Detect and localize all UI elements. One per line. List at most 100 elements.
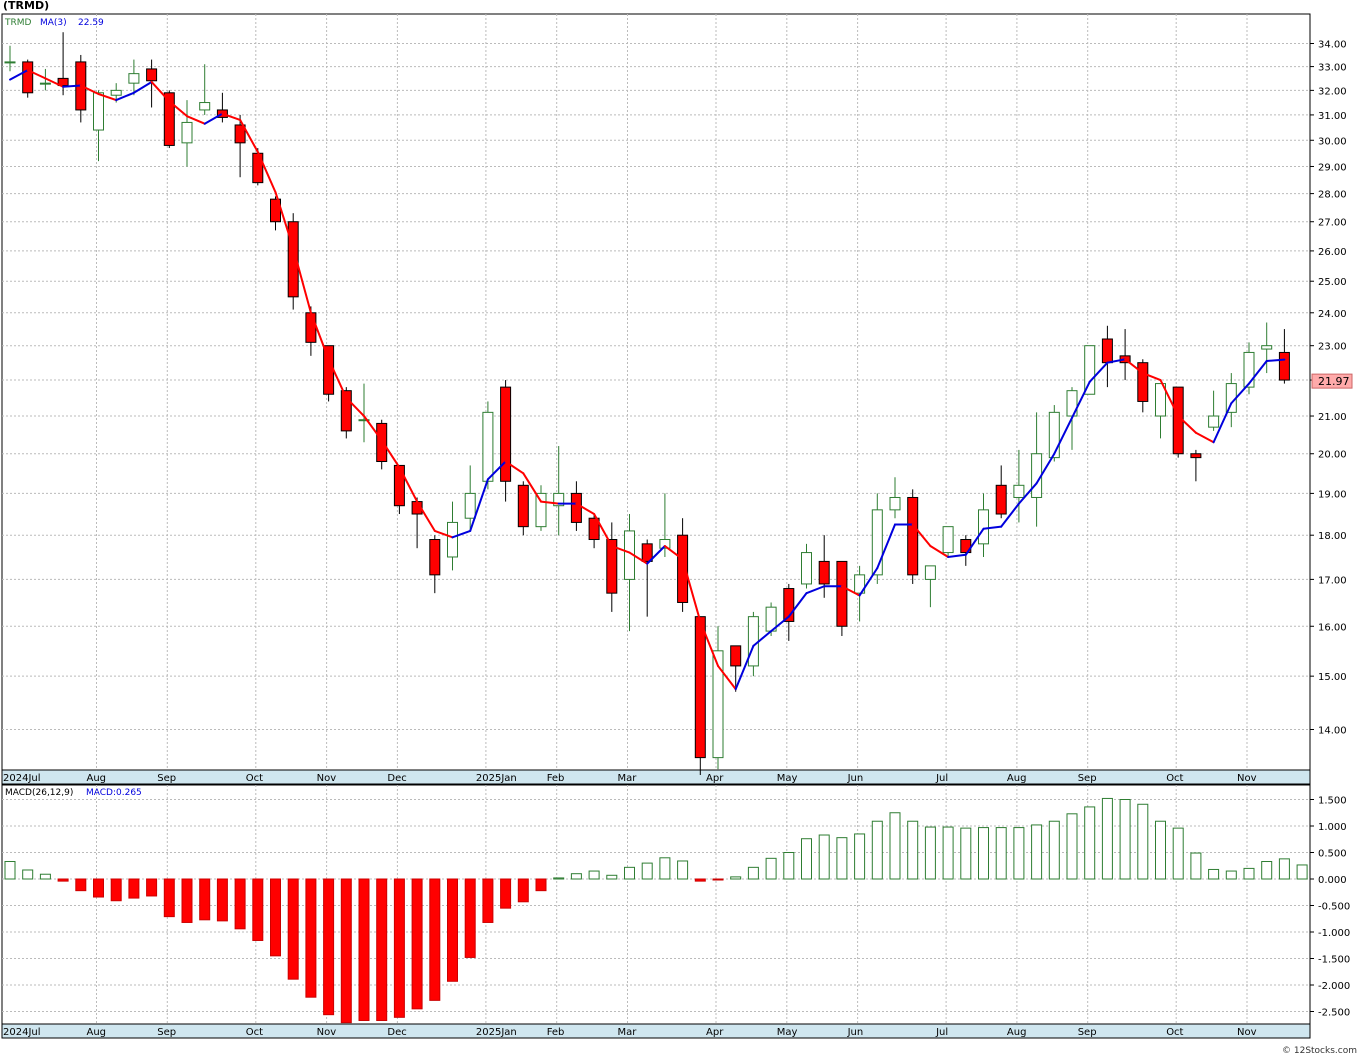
price-tick-label: 34.00	[1318, 40, 1347, 51]
candle-body	[1278, 351, 1290, 381]
candle-body	[1155, 383, 1166, 417]
candle-body	[1101, 338, 1113, 364]
macd-bar	[163, 878, 175, 918]
price-tick-label: 26.00	[1318, 247, 1347, 258]
candle-body	[712, 650, 724, 759]
month-label: Nov	[317, 1027, 337, 1038]
ma-segment	[469, 478, 489, 532]
month-label: Oct	[246, 1027, 263, 1038]
macd-bar	[1137, 803, 1149, 880]
macd-bar	[517, 878, 529, 903]
macd-bar	[358, 878, 370, 1022]
price-tick-label: 31.00	[1318, 111, 1347, 122]
macd-bar	[1243, 867, 1255, 880]
legend-macd-value: MACD:0.265	[86, 788, 142, 798]
ma-segment	[132, 80, 153, 94]
candle-body	[535, 492, 547, 528]
ma-segment	[363, 415, 383, 442]
macd-bar	[500, 878, 512, 909]
candle-body	[429, 539, 441, 576]
macd-bar	[1119, 799, 1131, 880]
candle-body	[464, 492, 476, 519]
ma-segment	[221, 112, 242, 121]
candle-body	[128, 73, 140, 84]
ma-segment	[982, 525, 1003, 530]
ma-segment	[292, 246, 312, 314]
ma-segment	[115, 91, 135, 102]
macd-bar	[93, 878, 104, 898]
macd-bar	[801, 838, 812, 880]
ma-segment	[575, 502, 596, 516]
ma-segment	[398, 466, 419, 503]
chart-title: (TRMD)	[3, 0, 50, 12]
macd-bar	[535, 878, 547, 892]
candle-body	[570, 492, 582, 523]
month-label: Nov	[1237, 1027, 1257, 1038]
ma-segment	[97, 93, 118, 102]
candle-body	[1261, 345, 1273, 350]
ma-segment	[79, 84, 100, 96]
price-tick-label: 25.00	[1318, 277, 1347, 288]
ma-segment	[734, 644, 755, 691]
candle-body	[942, 526, 954, 554]
ma-segment	[911, 523, 932, 548]
month-label: Sep	[1078, 773, 1097, 784]
ma-segment	[1248, 359, 1268, 385]
ma-segment	[540, 500, 560, 505]
macd-bar	[1084, 806, 1096, 880]
month-label: Aug	[1007, 773, 1027, 784]
ma-segment	[433, 529, 454, 539]
ma-segment	[486, 460, 507, 481]
price-panel	[1, 13, 1311, 771]
candle-body	[340, 390, 352, 432]
month-label: Feb	[547, 773, 565, 784]
macd-bar	[4, 861, 16, 880]
macd-bar	[22, 869, 34, 880]
month-label: 2024Jul	[3, 773, 41, 784]
macd-tick-label: -0.500	[1318, 902, 1350, 913]
macd-bar	[1190, 852, 1202, 880]
macd-bar	[39, 873, 51, 880]
macd-bar	[1155, 820, 1166, 880]
macd-bar	[553, 877, 565, 880]
ma-segment	[840, 585, 861, 597]
macd-bar	[340, 878, 352, 1024]
candle-body	[889, 496, 901, 511]
price-tick-label: 28.00	[1318, 190, 1347, 201]
month-label: Nov	[317, 773, 337, 784]
macd-bar	[323, 878, 335, 1016]
candle-body	[393, 464, 405, 507]
x-axis-band-top	[1, 769, 1311, 785]
price-tick-label: 20.00	[1318, 450, 1347, 461]
candle-body	[4, 61, 16, 64]
macd-bar	[1031, 824, 1043, 880]
ma-segment	[717, 664, 737, 691]
candle-body	[287, 221, 299, 298]
candle-body	[447, 521, 458, 558]
macd-bar	[411, 878, 423, 1010]
candle-body	[358, 419, 370, 422]
price-tick-label: 21.00	[1318, 412, 1347, 423]
macd-bar	[1261, 861, 1273, 880]
macd-bar	[376, 878, 388, 1022]
candle-body	[39, 82, 51, 85]
ma-segment	[44, 77, 65, 88]
macd-bar	[783, 852, 795, 880]
macd-bar	[305, 878, 317, 998]
price-tick-label: 18.00	[1318, 531, 1347, 542]
macd-bar	[482, 878, 494, 923]
price-tick-label: 29.00	[1318, 162, 1347, 173]
month-label: May	[777, 773, 798, 784]
ma-segment	[628, 551, 649, 565]
macd-panel	[1, 784, 1311, 1025]
candle-body	[871, 509, 883, 576]
ma-segment	[150, 80, 171, 103]
last-price-tag	[1311, 373, 1353, 389]
ma-segment	[274, 191, 295, 249]
ma-segment	[1265, 358, 1286, 362]
ma-segment	[787, 592, 808, 618]
price-tick-label: 16.00	[1318, 622, 1347, 633]
ma-segment	[451, 529, 472, 539]
macd-bar	[854, 833, 866, 880]
macd-bar	[128, 878, 140, 899]
